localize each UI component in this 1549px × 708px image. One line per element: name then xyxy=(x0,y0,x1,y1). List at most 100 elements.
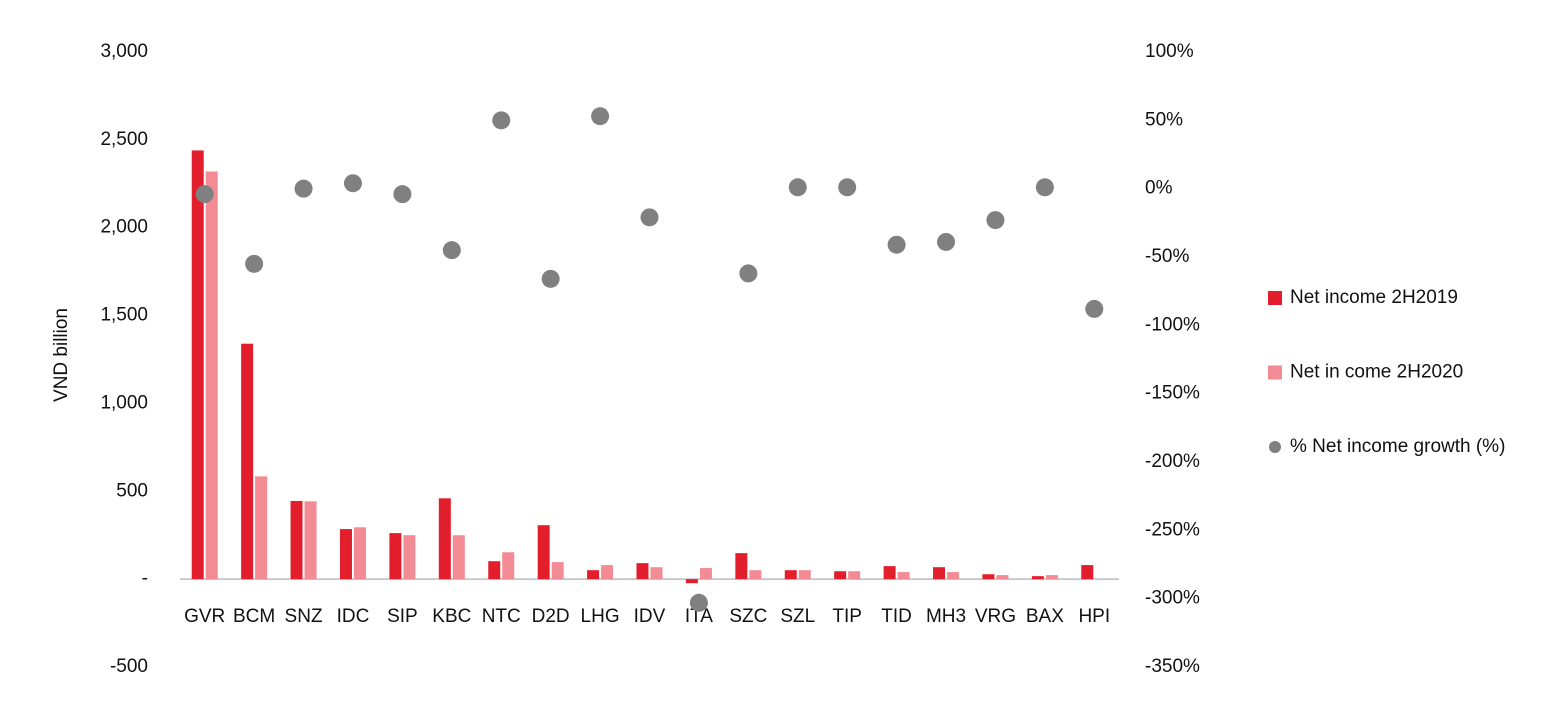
y-tick-label: 3,000 xyxy=(100,41,148,62)
y2-tick-label: -200% xyxy=(1145,451,1200,472)
bar xyxy=(452,535,465,580)
y-tick-label: 500 xyxy=(116,480,148,501)
legend-marker xyxy=(1269,441,1281,453)
point xyxy=(739,264,758,283)
y2-tick-label: -300% xyxy=(1145,588,1200,609)
y-axis-title: VND billion xyxy=(51,308,72,402)
bar xyxy=(1081,565,1094,580)
point xyxy=(887,235,906,254)
y2-tick-label: -50% xyxy=(1145,246,1189,267)
bar xyxy=(353,527,366,580)
point xyxy=(343,174,362,193)
x-tick-label: SZC xyxy=(729,606,767,627)
bar xyxy=(601,565,614,580)
bar xyxy=(438,498,451,580)
x-tick-label: TIP xyxy=(832,606,862,627)
x-tick-label: SNZ xyxy=(285,606,323,627)
x-tick-label: VRG xyxy=(975,606,1016,627)
bar xyxy=(996,575,1009,580)
legend-label: Net income 2H2019 xyxy=(1290,287,1458,308)
bar xyxy=(304,501,317,580)
y-tick-label: -500 xyxy=(110,656,148,677)
bar xyxy=(1045,575,1058,580)
point xyxy=(689,593,708,612)
bar xyxy=(636,563,649,580)
x-tick-label: NTC xyxy=(482,606,521,627)
bar xyxy=(798,570,811,580)
point xyxy=(195,185,214,204)
bar xyxy=(650,567,663,580)
legend-marker xyxy=(1268,365,1282,380)
bar xyxy=(735,553,748,580)
bar xyxy=(205,171,218,580)
bar xyxy=(1031,576,1044,580)
bar xyxy=(685,579,698,584)
bar xyxy=(551,562,564,580)
x-tick-label: SIP xyxy=(387,606,418,627)
x-tick-label: D2D xyxy=(532,606,570,627)
x-tick-label: LHG xyxy=(581,606,620,627)
x-tick-label: MH3 xyxy=(926,606,966,627)
point xyxy=(245,254,264,273)
x-tick-label: KBC xyxy=(432,606,471,627)
point xyxy=(492,111,511,130)
bar xyxy=(241,343,254,580)
bar xyxy=(191,150,204,580)
x-tick-label: TID xyxy=(881,606,912,627)
bar xyxy=(834,571,847,580)
bar xyxy=(982,574,995,580)
bar xyxy=(784,570,797,580)
y2-tick-label: 50% xyxy=(1145,109,1183,130)
x-tick-label: BAX xyxy=(1026,606,1064,627)
point xyxy=(986,211,1005,230)
bar xyxy=(255,476,268,580)
x-tick-label: GVR xyxy=(184,606,225,627)
point xyxy=(294,179,313,198)
point xyxy=(393,185,412,204)
y-tick-label: - xyxy=(142,568,148,589)
bar xyxy=(749,570,762,580)
x-tick-label: ITA xyxy=(685,606,713,627)
bar xyxy=(897,572,910,580)
x-tick-label: IDV xyxy=(634,606,666,627)
point xyxy=(788,178,807,197)
legend-label: Net in come 2H2020 xyxy=(1290,362,1463,383)
point xyxy=(937,232,956,251)
bar xyxy=(699,568,712,580)
x-tick-label: IDC xyxy=(337,606,370,627)
point xyxy=(541,269,560,288)
legend-label: % Net income growth (%) xyxy=(1290,436,1505,457)
y2-tick-label: -150% xyxy=(1145,383,1200,404)
bar xyxy=(502,552,515,580)
bar xyxy=(933,567,946,580)
point xyxy=(1035,178,1054,197)
bar xyxy=(587,570,600,580)
y-tick-label: 1,500 xyxy=(100,305,148,326)
y2-tick-label: -350% xyxy=(1145,656,1200,677)
y-tick-label: 1,000 xyxy=(100,392,148,413)
point xyxy=(838,178,857,197)
bar xyxy=(290,500,303,580)
point xyxy=(640,208,659,227)
bar xyxy=(848,571,861,580)
bar xyxy=(537,525,550,580)
bar xyxy=(389,533,402,580)
point xyxy=(591,107,610,126)
y-tick-label: 2,500 xyxy=(100,129,148,150)
y2-tick-label: 0% xyxy=(1145,178,1173,199)
bar xyxy=(403,535,416,580)
x-tick-label: HPI xyxy=(1078,606,1110,627)
x-tick-label: SZL xyxy=(780,606,815,627)
x-tick-label: BCM xyxy=(233,606,275,627)
y2-tick-label: -250% xyxy=(1145,519,1200,540)
legend-marker xyxy=(1268,291,1282,305)
point xyxy=(1085,299,1104,318)
bar xyxy=(883,566,896,580)
bar xyxy=(339,529,352,580)
bar xyxy=(488,561,501,580)
y2-tick-label: 100% xyxy=(1145,41,1194,62)
y2-tick-label: -100% xyxy=(1145,314,1200,335)
bar xyxy=(947,572,960,580)
y-tick-label: 2,000 xyxy=(100,217,148,238)
